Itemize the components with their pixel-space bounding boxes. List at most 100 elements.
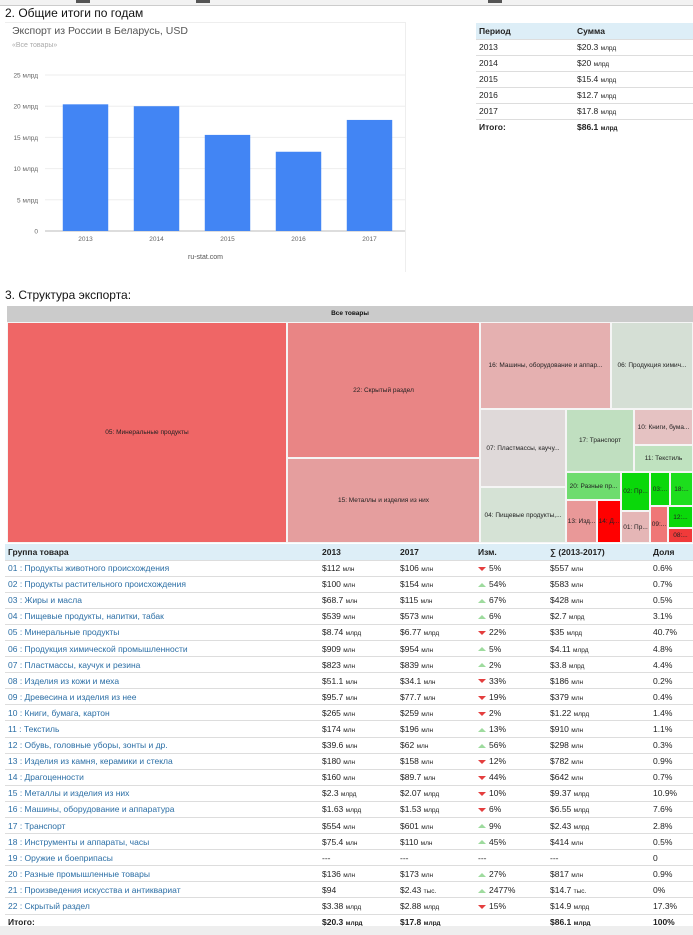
treemap-cell[interactable]: 06: Продукция химич... <box>611 322 693 409</box>
y-tick-label: 15 млрд <box>13 135 38 142</box>
table-row: 21 : Произведения искусства и антиквариа… <box>5 881 693 898</box>
sum-cell: $298 млн <box>547 736 650 754</box>
arrow-up-icon <box>478 647 486 652</box>
treemap-cell[interactable]: 03:... <box>650 472 670 506</box>
treemap-cell[interactable]: 10: Книги, бума... <box>634 409 693 445</box>
treemap-cell[interactable]: 12:... <box>668 506 693 528</box>
table-row: 11 : Текстиль $174 млн $196 млн 13% $910… <box>5 720 693 738</box>
header-change[interactable]: Изм. <box>475 544 547 560</box>
bar-2017[interactable] <box>346 119 393 231</box>
bar-2016[interactable] <box>275 151 322 231</box>
header-sum[interactable]: ∑ (2013-2017) <box>547 544 650 560</box>
sum-cell: $379 млн <box>547 688 650 705</box>
header-sum[interactable]: Сумма <box>574 23 693 39</box>
treemap-cell[interactable]: 07: Пластмассы, каучу... <box>480 409 566 487</box>
table-row: 12 : Обувь, головные уборы, зонты и др. … <box>5 736 693 754</box>
treemap-cell[interactable]: 16: Машины, оборудование и аппар... <box>480 322 611 409</box>
table-row: 20 : Разные промышленные товары $136 млн… <box>5 865 693 882</box>
bar-chart: Экспорт из России в Беларусь, USD «Все т… <box>5 22 406 272</box>
summary-total-row: Итого: $86.1 млрд <box>476 118 693 135</box>
group-link[interactable]: 19 : Оружие и боеприпасы <box>5 849 319 866</box>
value-2013: $8.74 млрд <box>319 623 397 641</box>
value-2013: $100 млн <box>319 575 397 593</box>
group-link[interactable]: 02 : Продукты растительного происхождени… <box>5 575 319 593</box>
bar-chart-svg: 0 5 млрд 10 млрд 15 млрд 20 млрд 25 млрд 2013 2… <box>13 73 405 243</box>
treemap-cell[interactable]: 11: Текстиль <box>634 445 693 472</box>
table-row: 19 : Оружие и боеприпасы --- --- --- ---… <box>5 849 693 866</box>
summary-row: 2013 $20.3 млрд <box>476 38 693 55</box>
sum-cell: $910 млн <box>547 720 650 738</box>
treemap-cell[interactable]: 22: Скрытый раздел <box>287 322 480 458</box>
treemap-cell[interactable]: 17: Транспорт <box>566 409 634 472</box>
value-2013: $94 <box>319 881 397 898</box>
group-link[interactable]: 12 : Обувь, головные уборы, зонты и др. <box>5 736 319 754</box>
group-link[interactable]: 14 : Драгоценности <box>5 768 319 786</box>
treemap-cell[interactable]: 08:... <box>668 528 693 543</box>
treemap-cell[interactable]: 05: Минеральные продукты <box>7 322 287 543</box>
x-tick-label: 2016 <box>291 236 306 243</box>
group-link[interactable]: 07 : Пластмассы, каучук и резина <box>5 656 319 673</box>
treemap-root-header[interactable]: Все товары <box>7 306 693 322</box>
group-link[interactable]: 03 : Жиры и масла <box>5 591 319 609</box>
group-link[interactable]: 18 : Инструменты и аппараты, часы <box>5 833 319 850</box>
treemap-cell[interactable]: 18:... <box>670 472 693 506</box>
summary-table: Период Сумма 2013 $20.3 млрд 2014 $20 млр… <box>476 23 693 135</box>
bar-2013[interactable] <box>62 104 109 231</box>
arrow-down-icon <box>478 566 486 571</box>
group-link[interactable]: 01 : Продукты животного происхождения <box>5 559 319 577</box>
chart-source: ru-stat.com <box>187 254 223 261</box>
value-2013: $136 млн <box>319 865 397 882</box>
value-2017: $89.7 млн <box>397 768 475 786</box>
treemap-cell[interactable]: 09:... <box>650 506 668 543</box>
change-cell: 67% <box>475 591 547 609</box>
header-2017[interactable]: 2017 <box>397 544 475 560</box>
treemap-cell[interactable]: 14: Д... <box>597 500 621 543</box>
treemap-cell[interactable]: 02: Пр... <box>621 472 650 511</box>
group-link[interactable]: 10 : Книги, бумага, картон <box>5 704 319 721</box>
group-link[interactable]: 22 : Скрытый раздел <box>5 897 319 915</box>
share-cell: 17.3% <box>650 897 693 915</box>
sum-cell: $20.3 млрд <box>574 38 693 55</box>
bar-2014[interactable] <box>133 106 180 231</box>
group-link[interactable]: 13 : Изделия из камня, керамики и стекла <box>5 752 319 770</box>
group-link[interactable]: 16 : Машины, оборудование и аппаратура <box>5 800 319 818</box>
header-2013[interactable]: 2013 <box>319 544 397 560</box>
value-2017: $2.07 млрд <box>397 784 475 802</box>
group-link[interactable]: 09 : Древесина и изделия из нее <box>5 688 319 705</box>
x-tick-label: 2013 <box>78 236 93 243</box>
treemap-cell[interactable]: 04: Пищевые продукты,... <box>480 487 566 543</box>
treemap-cell[interactable]: 13: Изд... <box>566 500 597 543</box>
table-row: 06 : Продукция химической промышленности… <box>5 639 693 657</box>
share-cell: 0.9% <box>650 752 693 770</box>
sum-cell: $2.43 млрд <box>547 816 650 834</box>
group-link[interactable]: 21 : Произведения искусства и антиквариа… <box>5 881 319 898</box>
group-link[interactable]: 11 : Текстиль <box>5 720 319 738</box>
export-structure-table: Группа товара 2013 2017 Изм. ∑ (2013-201… <box>5 544 693 932</box>
header-share[interactable]: Доля <box>650 544 693 560</box>
group-link[interactable]: 06 : Продукция химической промышленности <box>5 639 319 657</box>
group-link[interactable]: 04 : Пищевые продукты, напитки, табак <box>5 607 319 625</box>
value-2013: $95.7 млн <box>319 688 397 705</box>
treemap-cell[interactable]: 15: Металлы и изделия из них <box>287 458 480 543</box>
group-link[interactable]: 15 : Металлы и изделия из них <box>5 784 319 802</box>
group-link[interactable]: 20 : Разные промышленные товары <box>5 865 319 882</box>
treemap-cell[interactable]: 20: Разные пр... <box>566 472 621 500</box>
sum-cell: --- <box>547 849 650 866</box>
group-link[interactable]: 17 : Транспорт <box>5 816 319 834</box>
header-period[interactable]: Период <box>476 23 574 39</box>
summary-row: 2017 $17.8 млрд <box>476 102 693 119</box>
change-cell: 15% <box>475 897 547 915</box>
group-link[interactable]: 08 : Изделия из кожи и меха <box>5 672 319 689</box>
header-group[interactable]: Группа товара <box>5 544 319 560</box>
group-link[interactable]: 05 : Минеральные продукты <box>5 623 319 641</box>
table-row: 15 : Металлы и изделия из них $2.3 млрд … <box>5 784 693 802</box>
share-cell: 40.7% <box>650 623 693 641</box>
value-2017: $196 млн <box>397 720 475 738</box>
treemap-cell[interactable]: 01: Пр... <box>621 511 650 543</box>
table-row: 17 : Транспорт $554 млн $601 млн 9% $2.4… <box>5 816 693 834</box>
share-cell: 0.6% <box>650 559 693 577</box>
bar-2015[interactable] <box>204 134 251 231</box>
total-sum: $86.1 млрд <box>574 118 693 135</box>
change-cell: 5% <box>475 559 547 577</box>
share-cell: 0.5% <box>650 833 693 850</box>
